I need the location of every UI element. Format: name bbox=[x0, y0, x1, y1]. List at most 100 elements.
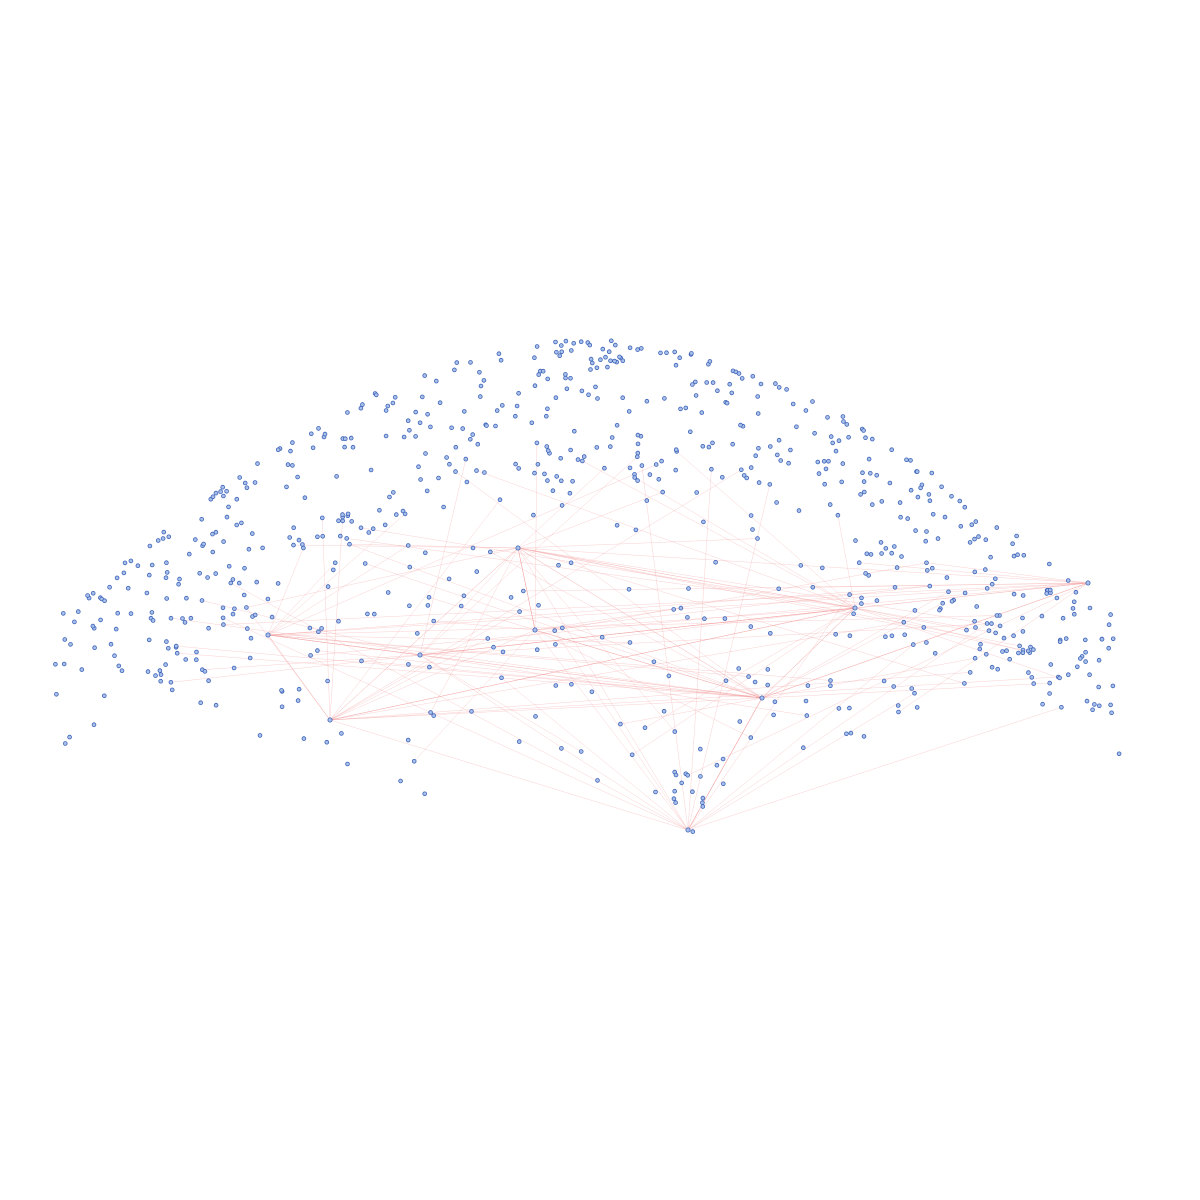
graph-node bbox=[867, 470, 873, 476]
graph-edge bbox=[534, 629, 689, 831]
graph-node bbox=[545, 448, 551, 453]
graph-node bbox=[385, 590, 391, 595]
graph-node bbox=[532, 355, 537, 361]
graph-node bbox=[478, 383, 484, 389]
graph-node bbox=[197, 570, 203, 576]
graph-edge bbox=[517, 547, 536, 631]
graph-node bbox=[437, 400, 443, 406]
graph-node bbox=[647, 472, 653, 477]
graph-edge bbox=[310, 582, 1089, 656]
graph-node bbox=[638, 346, 644, 351]
graph-node bbox=[772, 699, 778, 705]
graph-node bbox=[559, 625, 565, 631]
graph-node bbox=[635, 478, 640, 483]
graph-node bbox=[974, 604, 979, 609]
graph-node bbox=[874, 598, 880, 603]
graph-node bbox=[599, 634, 605, 640]
graph-node bbox=[741, 473, 747, 478]
graph-node bbox=[983, 651, 989, 657]
graph-node bbox=[158, 678, 164, 684]
graph-node bbox=[567, 490, 573, 496]
graph-node bbox=[543, 413, 549, 419]
graph-node bbox=[756, 480, 762, 485]
graph-node bbox=[425, 603, 431, 608]
graph-node bbox=[497, 497, 503, 503]
graph-edge bbox=[414, 629, 536, 762]
graph-edge bbox=[554, 630, 689, 831]
graph-node bbox=[516, 466, 521, 471]
graph-node bbox=[453, 444, 459, 450]
graph-node bbox=[755, 411, 761, 416]
graph-node bbox=[788, 447, 793, 453]
graph-node bbox=[481, 378, 487, 383]
graph-node bbox=[924, 640, 929, 645]
graph-edge bbox=[419, 654, 807, 716]
graph-node bbox=[452, 367, 457, 373]
graph-node bbox=[316, 629, 321, 634]
graph-node bbox=[150, 618, 156, 623]
graph-node bbox=[908, 487, 914, 493]
graph-node bbox=[371, 611, 377, 617]
graph-node bbox=[1078, 656, 1083, 661]
graph-node bbox=[673, 800, 678, 805]
graph-node bbox=[469, 709, 474, 714]
graph-node bbox=[98, 617, 103, 623]
graph-node bbox=[889, 633, 895, 639]
graph-node bbox=[239, 520, 244, 526]
graph-edge bbox=[517, 547, 536, 631]
graph-node bbox=[252, 480, 258, 485]
graph-node bbox=[1083, 659, 1088, 664]
graph-node bbox=[425, 411, 430, 417]
graph-node bbox=[835, 512, 841, 518]
graph-edge bbox=[267, 464, 657, 636]
graph-edge bbox=[267, 634, 831, 681]
graph-node bbox=[423, 451, 428, 456]
graph-node bbox=[778, 458, 783, 463]
graph-node bbox=[112, 653, 117, 658]
graph-node bbox=[463, 456, 469, 462]
graph-edge bbox=[761, 582, 1089, 699]
graph-node bbox=[899, 554, 904, 559]
graph-node bbox=[470, 432, 476, 437]
graph-node bbox=[350, 444, 356, 450]
graph-node bbox=[571, 428, 577, 434]
graph-node bbox=[1116, 751, 1122, 757]
graph-node bbox=[144, 590, 150, 596]
graph-node bbox=[589, 360, 595, 366]
graph-node bbox=[1096, 684, 1101, 690]
graph-edge bbox=[419, 623, 992, 656]
graph-node bbox=[618, 721, 623, 727]
graph-node bbox=[776, 437, 782, 443]
graph-node bbox=[858, 492, 863, 497]
graph-node bbox=[593, 384, 598, 390]
graph-node bbox=[984, 586, 990, 591]
graph-node bbox=[158, 672, 164, 677]
graph-node bbox=[301, 736, 307, 741]
graph-node bbox=[345, 511, 351, 517]
graph-node bbox=[929, 565, 935, 571]
graph-node bbox=[1031, 681, 1036, 686]
graph-node bbox=[383, 433, 389, 439]
graph-node bbox=[896, 709, 901, 715]
graph-node bbox=[994, 613, 1000, 618]
graph-edge bbox=[267, 634, 421, 656]
graph-node bbox=[605, 364, 610, 370]
graph-node bbox=[319, 515, 325, 521]
graph-edge bbox=[433, 620, 536, 631]
graph-edge bbox=[517, 547, 536, 631]
graph-node bbox=[846, 434, 851, 440]
graph-node bbox=[232, 606, 237, 612]
graph-edge bbox=[687, 697, 763, 831]
graph-node bbox=[1092, 702, 1097, 707]
graph-node bbox=[690, 829, 696, 834]
graph-node bbox=[673, 362, 679, 368]
graph-node bbox=[805, 683, 811, 688]
graph-edge bbox=[517, 547, 1020, 647]
graph-node bbox=[550, 488, 556, 494]
graph-node bbox=[863, 571, 868, 576]
graph-node bbox=[210, 549, 216, 555]
graph-node bbox=[918, 485, 923, 491]
graph-node bbox=[581, 454, 587, 459]
graph-node bbox=[569, 681, 574, 687]
graph-node bbox=[342, 444, 347, 450]
